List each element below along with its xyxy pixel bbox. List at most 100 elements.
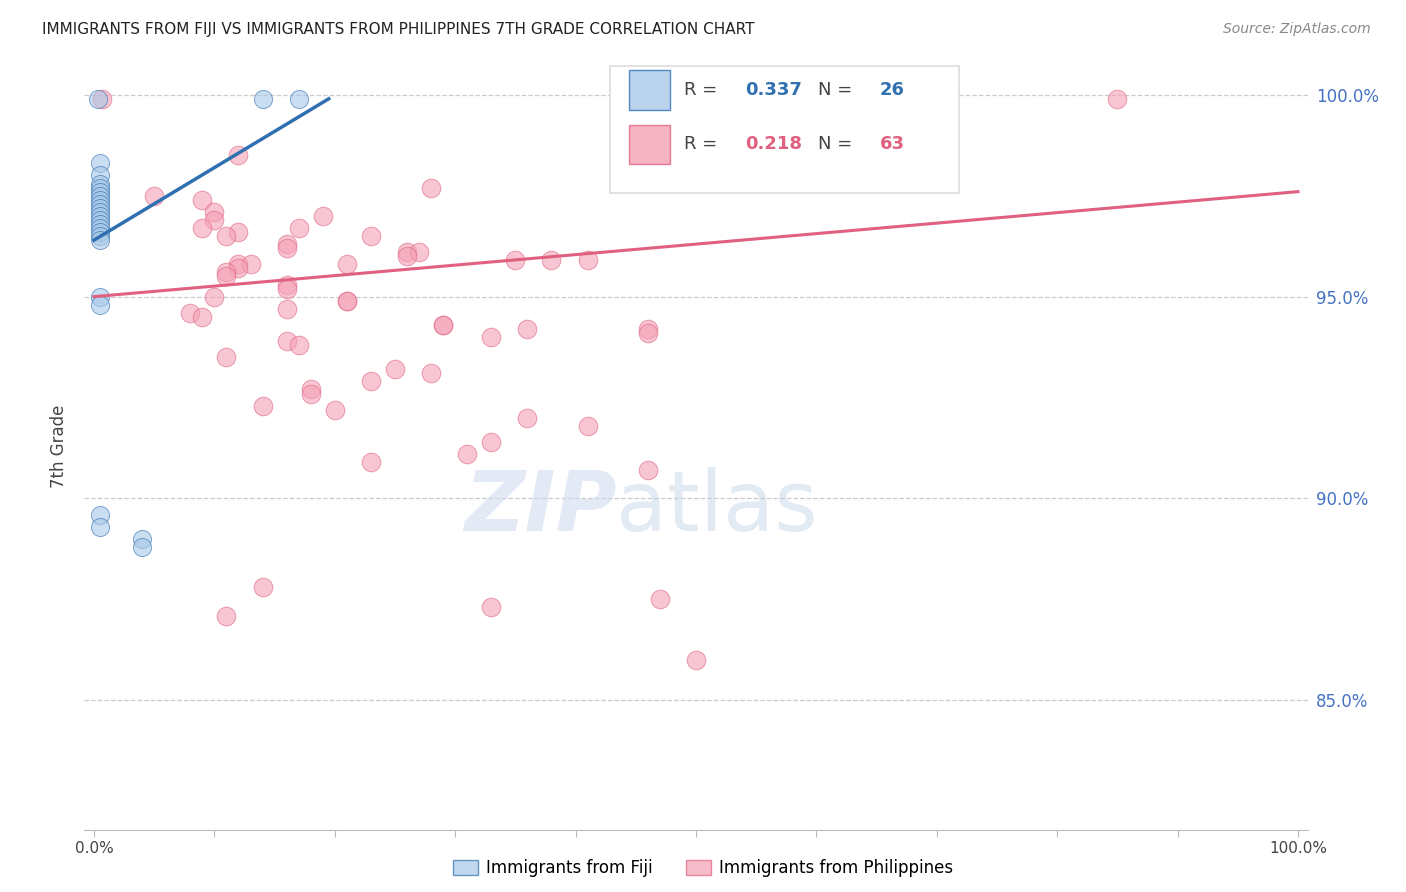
Point xyxy=(408,245,430,260)
Point xyxy=(89,508,111,522)
Point xyxy=(143,188,166,202)
Y-axis label: 7th Grade: 7th Grade xyxy=(51,404,69,488)
Point xyxy=(131,540,153,554)
Point xyxy=(89,180,111,194)
Point xyxy=(252,580,274,594)
Point xyxy=(648,592,671,607)
Text: 26: 26 xyxy=(880,81,904,99)
Point xyxy=(89,209,111,223)
Point xyxy=(637,326,659,340)
Point xyxy=(202,290,225,304)
Point xyxy=(384,362,406,376)
Text: 63: 63 xyxy=(880,136,904,153)
Point xyxy=(89,225,111,239)
Point xyxy=(505,253,527,268)
Point xyxy=(215,269,238,284)
Text: 0.337: 0.337 xyxy=(745,81,801,99)
Point xyxy=(299,383,322,397)
Point xyxy=(576,253,599,268)
Point xyxy=(89,169,111,183)
Point xyxy=(215,229,238,244)
Text: N =: N = xyxy=(818,136,858,153)
Point xyxy=(336,257,359,271)
Point xyxy=(89,233,111,247)
Point xyxy=(89,520,111,534)
Point xyxy=(637,463,659,477)
Point xyxy=(215,350,238,364)
Point xyxy=(89,196,111,211)
Point xyxy=(239,257,262,271)
FancyBboxPatch shape xyxy=(610,66,959,193)
Point xyxy=(191,310,214,324)
Point xyxy=(252,92,274,106)
Point xyxy=(89,201,111,215)
Point xyxy=(215,265,238,279)
Point xyxy=(252,399,274,413)
Point xyxy=(202,204,225,219)
Point xyxy=(89,188,111,202)
Point xyxy=(336,293,359,308)
Text: Source: ZipAtlas.com: Source: ZipAtlas.com xyxy=(1223,22,1371,37)
Point xyxy=(456,447,478,461)
Point xyxy=(86,92,108,106)
Point xyxy=(516,322,538,336)
Text: IMMIGRANTS FROM FIJI VS IMMIGRANTS FROM PHILIPPINES 7TH GRADE CORRELATION CHART: IMMIGRANTS FROM FIJI VS IMMIGRANTS FROM … xyxy=(42,22,755,37)
Point xyxy=(287,221,309,235)
Point xyxy=(215,608,238,623)
Text: N =: N = xyxy=(818,81,858,99)
Point xyxy=(89,213,111,227)
Point xyxy=(360,455,382,469)
Point xyxy=(420,180,443,194)
Point xyxy=(576,418,599,433)
Point xyxy=(276,301,298,316)
Point xyxy=(228,148,250,162)
Point xyxy=(89,204,111,219)
Point xyxy=(202,213,225,227)
Point xyxy=(89,217,111,231)
Text: R =: R = xyxy=(683,81,723,99)
Point xyxy=(89,185,111,199)
Text: ZIP: ZIP xyxy=(464,467,616,548)
Point xyxy=(191,193,214,207)
Point xyxy=(89,229,111,244)
Point xyxy=(685,653,707,667)
Point xyxy=(131,532,153,546)
Point xyxy=(323,402,346,417)
Text: R =: R = xyxy=(683,136,723,153)
Point xyxy=(432,318,454,332)
Point xyxy=(276,281,298,295)
Point xyxy=(276,334,298,348)
Point xyxy=(89,298,111,312)
Point xyxy=(479,330,502,344)
Point xyxy=(637,322,659,336)
Point xyxy=(89,290,111,304)
FancyBboxPatch shape xyxy=(628,70,671,110)
Point xyxy=(336,293,359,308)
Point xyxy=(479,600,502,615)
Point xyxy=(179,306,201,320)
Legend: Immigrants from Fiji, Immigrants from Philippines: Immigrants from Fiji, Immigrants from Ph… xyxy=(446,853,960,884)
Point xyxy=(89,177,111,191)
Point xyxy=(360,229,382,244)
Point xyxy=(312,209,335,223)
Point xyxy=(228,225,250,239)
Point xyxy=(360,375,382,389)
Text: 0.218: 0.218 xyxy=(745,136,801,153)
Point xyxy=(287,92,309,106)
Point xyxy=(89,193,111,207)
Point xyxy=(89,221,111,235)
Point xyxy=(91,92,114,106)
Point xyxy=(395,245,418,260)
Point xyxy=(516,410,538,425)
Point xyxy=(276,277,298,292)
Point xyxy=(299,386,322,401)
Point xyxy=(276,237,298,252)
Text: atlas: atlas xyxy=(616,467,818,548)
Point xyxy=(228,257,250,271)
Point xyxy=(479,434,502,449)
Point xyxy=(276,241,298,255)
Point xyxy=(420,367,443,381)
Point xyxy=(1107,92,1129,106)
Point xyxy=(89,156,111,170)
Point xyxy=(287,338,309,352)
